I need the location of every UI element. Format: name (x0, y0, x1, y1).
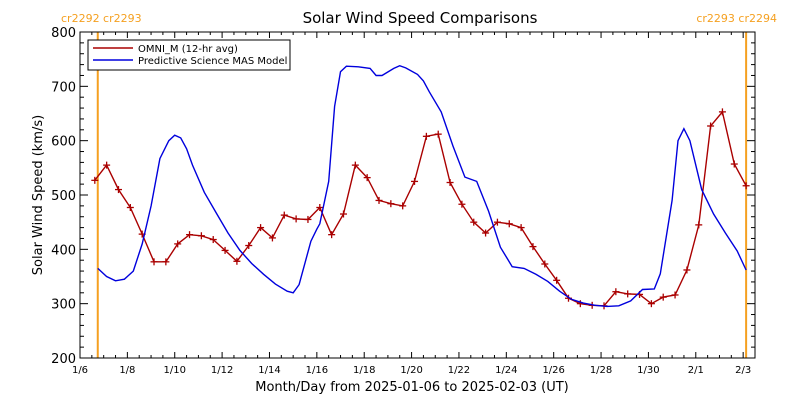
legend: OMNI_M (12-hr avg)Predictive Science MAS… (87, 39, 291, 71)
data-point-marker (304, 215, 312, 223)
data-point-marker (470, 218, 478, 226)
data-point-marker (257, 224, 265, 232)
data-point-marker (375, 196, 383, 204)
x-tick-label: 1/26 (542, 365, 564, 376)
data-point-marker (292, 215, 300, 223)
data-point-marker (647, 300, 655, 308)
data-point-marker (280, 211, 288, 219)
x-tick-label: 1/24 (495, 365, 517, 376)
x-tick-label: 1/12 (211, 365, 233, 376)
data-point-marker (624, 290, 632, 298)
legend-label: Predictive Science MAS Model (138, 56, 287, 67)
carrington-marker-label: cr2293 cr2294 (696, 12, 777, 25)
data-point-marker (695, 221, 703, 229)
y-tick-label: 500 (51, 189, 76, 204)
x-tick-label: 2/3 (735, 365, 751, 376)
data-point-marker (659, 293, 667, 301)
data-point-marker (328, 231, 336, 239)
data-point-marker (541, 260, 549, 268)
data-point-marker (91, 176, 99, 184)
x-tick-label: 1/10 (164, 365, 186, 376)
legend-label: OMNI_M (12-hr avg) (138, 44, 238, 55)
data-point-marker (114, 186, 122, 194)
data-point-marker (103, 161, 111, 169)
series-line-1 (97, 64, 747, 308)
data-point-marker (268, 234, 276, 242)
data-point-marker (505, 220, 513, 228)
data-point-marker (529, 243, 537, 251)
x-tick-label: 1/6 (72, 365, 88, 376)
data-point-marker (411, 177, 419, 185)
x-tick-label: 1/22 (448, 365, 470, 376)
x-tick-label: 1/8 (119, 365, 135, 376)
axes: 1/6 1/8 1/10 1/12 1/14 1/16 1/18 1/20 1/22 1/24 1/… (51, 26, 755, 376)
data-point-marker (742, 182, 750, 190)
data-point-marker (339, 210, 347, 218)
data-point-marker (209, 236, 217, 244)
data-point-marker (707, 122, 715, 130)
x-tick-label: 1/18 (353, 365, 375, 376)
carrington-markers: cr2292 cr2293 cr2293 cr2294 (61, 12, 777, 358)
data-point-marker (517, 224, 525, 232)
data-point-marker (458, 200, 466, 208)
data-point-marker (351, 161, 359, 169)
x-tick-label: 1/14 (258, 365, 280, 376)
data-point-marker (126, 203, 134, 211)
data-point-marker (671, 291, 679, 299)
data-point-marker (482, 229, 490, 237)
data-point-marker (174, 240, 182, 248)
y-tick-label: 300 (51, 298, 76, 313)
data-point-marker (446, 179, 454, 187)
legend-box (87, 39, 291, 71)
y-tick-label: 800 (51, 26, 76, 41)
carrington-marker-label: cr2292 cr2293 (61, 12, 142, 25)
x-tick-label: 1/28 (590, 365, 612, 376)
y-tick-label: 200 (51, 352, 76, 367)
data-point-marker (150, 258, 158, 266)
data-point-marker (387, 200, 395, 208)
data-point-marker (493, 218, 501, 226)
x-tick-label: 2/1 (688, 365, 704, 376)
data-point-marker (245, 242, 253, 250)
data-point-marker (683, 266, 691, 274)
data-point-marker (233, 257, 241, 265)
data-point-marker (316, 203, 324, 211)
data-point-marker (197, 232, 205, 240)
data-point-marker (718, 108, 726, 116)
y-tick-label: 600 (51, 135, 76, 150)
data-point-marker (162, 258, 170, 266)
y-tick-label: 700 (51, 80, 76, 95)
y-tick-label: 400 (51, 243, 76, 258)
x-tick-label: 1/30 (637, 365, 659, 376)
data-point-marker (363, 174, 371, 182)
y-axis-label: Solar Wind Speed (km/s) (31, 115, 46, 275)
x-tick-label: 1/16 (306, 365, 328, 376)
data-point-marker (399, 202, 407, 210)
data-point-marker (422, 132, 430, 140)
data-point-marker (186, 231, 194, 239)
data-point-marker (730, 160, 738, 168)
x-tick-label: 1/20 (400, 365, 422, 376)
series-layer (91, 64, 750, 310)
data-point-marker (221, 246, 229, 254)
data-point-marker (576, 300, 584, 308)
series-line-0 (94, 110, 747, 307)
data-point-marker (434, 130, 442, 138)
chart-title: Solar Wind Speed Comparisons (303, 9, 538, 27)
data-point-marker (612, 288, 620, 296)
x-axis-label: Month/Day from 2025-01-06 to 2025-02-03 … (255, 380, 568, 395)
data-point-marker (553, 276, 561, 284)
plot-frame (79, 31, 756, 359)
